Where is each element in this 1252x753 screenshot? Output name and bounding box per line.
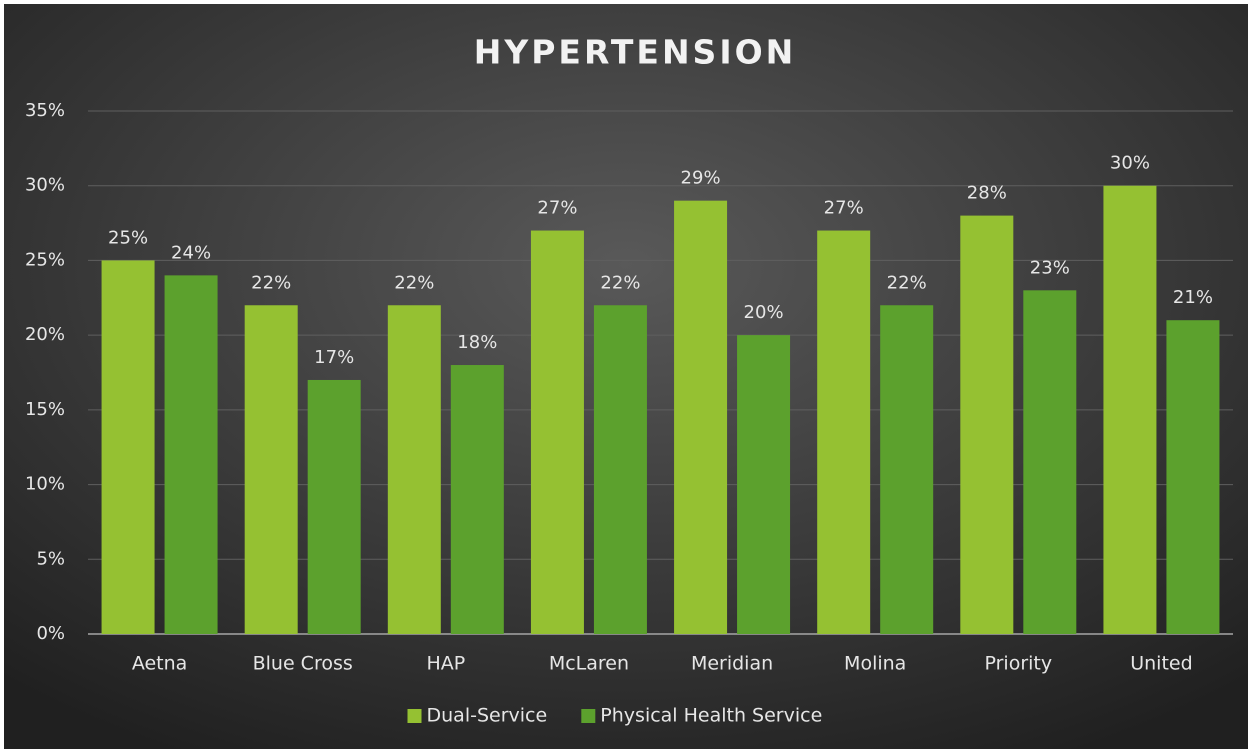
data-label: 25% xyxy=(108,227,148,248)
legend-label: Physical Health Service xyxy=(600,705,822,727)
x-tick-label: McLaren xyxy=(549,653,629,675)
legend-swatch xyxy=(407,709,422,723)
y-tick-label: 35% xyxy=(25,100,65,121)
chart-title: HYPERTENSION xyxy=(474,33,797,72)
bar xyxy=(164,275,218,634)
x-tick-label: Aetna xyxy=(132,653,188,675)
legend-label: Dual-Service xyxy=(427,705,548,727)
x-tick-label: HAP xyxy=(426,653,465,675)
y-tick-label: 15% xyxy=(25,399,65,420)
bar xyxy=(101,260,155,634)
data-label: 30% xyxy=(1110,153,1150,174)
data-label: 22% xyxy=(600,272,640,293)
data-label: 22% xyxy=(394,272,434,293)
data-label: 24% xyxy=(171,242,211,263)
bar xyxy=(1023,290,1077,634)
x-tick-label: Meridian xyxy=(691,653,773,675)
y-tick-label: 5% xyxy=(36,548,65,569)
y-tick-label: 20% xyxy=(25,324,65,345)
x-tick-label: United xyxy=(1130,653,1192,675)
data-label: 27% xyxy=(824,198,864,219)
data-label: 22% xyxy=(887,272,927,293)
data-label: 27% xyxy=(537,198,577,219)
bar xyxy=(450,365,504,634)
legend-swatch xyxy=(581,709,596,723)
bar xyxy=(244,305,298,634)
bar xyxy=(387,305,441,634)
y-tick-label: 25% xyxy=(25,249,65,270)
y-tick-label: 10% xyxy=(25,474,65,495)
bar xyxy=(960,215,1014,634)
bar xyxy=(817,230,871,635)
y-tick-label: 0% xyxy=(36,623,65,644)
bar xyxy=(530,230,584,635)
x-tick-label: Blue Cross xyxy=(253,653,353,675)
data-label: 20% xyxy=(744,302,784,323)
x-tick-label: Priority xyxy=(985,653,1053,675)
bar xyxy=(593,305,647,634)
data-label: 22% xyxy=(251,272,291,293)
data-label: 28% xyxy=(967,183,1007,204)
data-label: 23% xyxy=(1030,257,1070,278)
bar xyxy=(880,305,934,634)
x-tick-label: Molina xyxy=(844,653,906,675)
data-label: 21% xyxy=(1173,287,1213,308)
bar xyxy=(737,335,791,634)
bar xyxy=(307,379,361,634)
data-label: 18% xyxy=(457,332,497,353)
bar xyxy=(1103,185,1157,634)
y-tick-label: 30% xyxy=(25,175,65,196)
data-label: 29% xyxy=(681,168,721,189)
bar xyxy=(1166,320,1220,634)
bar xyxy=(674,200,728,634)
data-label: 17% xyxy=(314,347,354,368)
